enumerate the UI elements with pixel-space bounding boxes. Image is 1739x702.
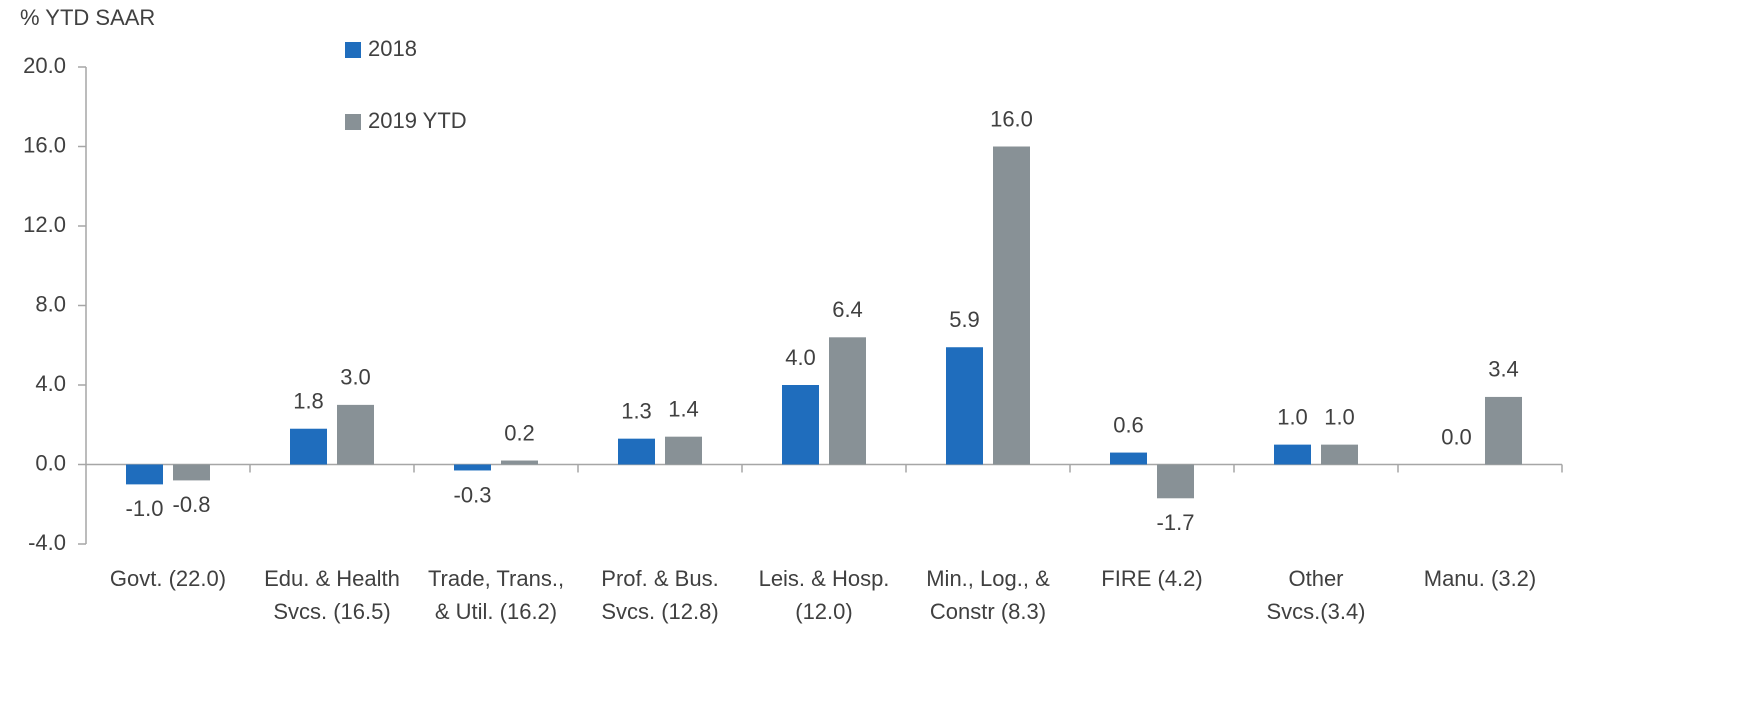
bar: [173, 464, 210, 481]
bar: [501, 460, 538, 465]
y-tick-label: 12.0: [23, 212, 66, 237]
data-label: 1.3: [621, 398, 652, 423]
x-tick-label: Svcs.(3.4): [1266, 599, 1365, 624]
x-tick-label: FIRE (4.2): [1101, 566, 1202, 591]
bar: [993, 146, 1030, 465]
x-tick-label: Svcs. (16.5): [273, 599, 390, 624]
x-tick-label: (12.0): [795, 599, 852, 624]
x-tick-label: Leis. & Hosp.: [759, 566, 890, 591]
bar: [1157, 464, 1194, 499]
data-label: -0.8: [173, 492, 211, 517]
bar: [782, 385, 819, 465]
data-label: 1.0: [1324, 404, 1355, 429]
y-tick-label: 4.0: [35, 371, 66, 396]
legend-swatch: [345, 42, 361, 58]
legend-label: 2019 YTD: [368, 108, 467, 133]
data-label: 1.4: [668, 396, 699, 421]
data-label: 3.4: [1488, 357, 1519, 382]
y-tick-label: -4.0: [28, 530, 66, 555]
data-label: 1.8: [293, 389, 324, 414]
y-tick-label: 20.0: [23, 53, 66, 78]
data-label: -1.7: [1157, 510, 1195, 535]
bar: [946, 347, 983, 465]
data-label: -0.3: [454, 482, 492, 507]
y-tick-label: 16.0: [23, 132, 66, 157]
bar: [337, 404, 374, 465]
bar: [1110, 452, 1147, 465]
x-tick-label: Min., Log., &: [926, 566, 1050, 591]
data-label: 3.0: [340, 365, 371, 390]
x-tick-label: Constr (8.3): [930, 599, 1046, 624]
data-label: 0.6: [1113, 412, 1144, 437]
legend-swatch: [345, 114, 361, 130]
bar: [829, 337, 866, 465]
y-tick-label: 8.0: [35, 291, 66, 316]
x-tick-label: Svcs. (12.8): [601, 599, 718, 624]
bar: [290, 428, 327, 465]
data-label: 0.0: [1441, 424, 1472, 449]
data-label: 0.2: [504, 420, 535, 445]
bar: [1321, 444, 1358, 465]
x-tick-label: & Util. (16.2): [435, 599, 557, 624]
x-tick-label: Govt. (22.0): [110, 566, 226, 591]
x-tick-label: Other: [1288, 566, 1343, 591]
bar: [1274, 444, 1311, 465]
legend-label: 2018: [368, 36, 417, 61]
data-label: 16.0: [990, 106, 1033, 131]
data-label: 4.0: [785, 345, 816, 370]
data-label: 6.4: [832, 297, 863, 322]
bar: [126, 464, 163, 485]
bar: [665, 436, 702, 465]
bar: [454, 464, 491, 471]
x-tick-label: Trade, Trans.,: [428, 566, 564, 591]
x-tick-label: Prof. & Bus.: [601, 566, 718, 591]
data-label: -1.0: [126, 496, 164, 521]
y-tick-label: 0.0: [35, 450, 66, 475]
data-label: 5.9: [949, 307, 980, 332]
bar: [618, 438, 655, 465]
x-tick-label: Manu. (3.2): [1424, 566, 1537, 591]
data-label: 1.0: [1277, 404, 1308, 429]
x-tick-label: Edu. & Health: [264, 566, 400, 591]
y-axis-label: % YTD SAAR: [20, 5, 155, 30]
bar: [1485, 396, 1522, 465]
